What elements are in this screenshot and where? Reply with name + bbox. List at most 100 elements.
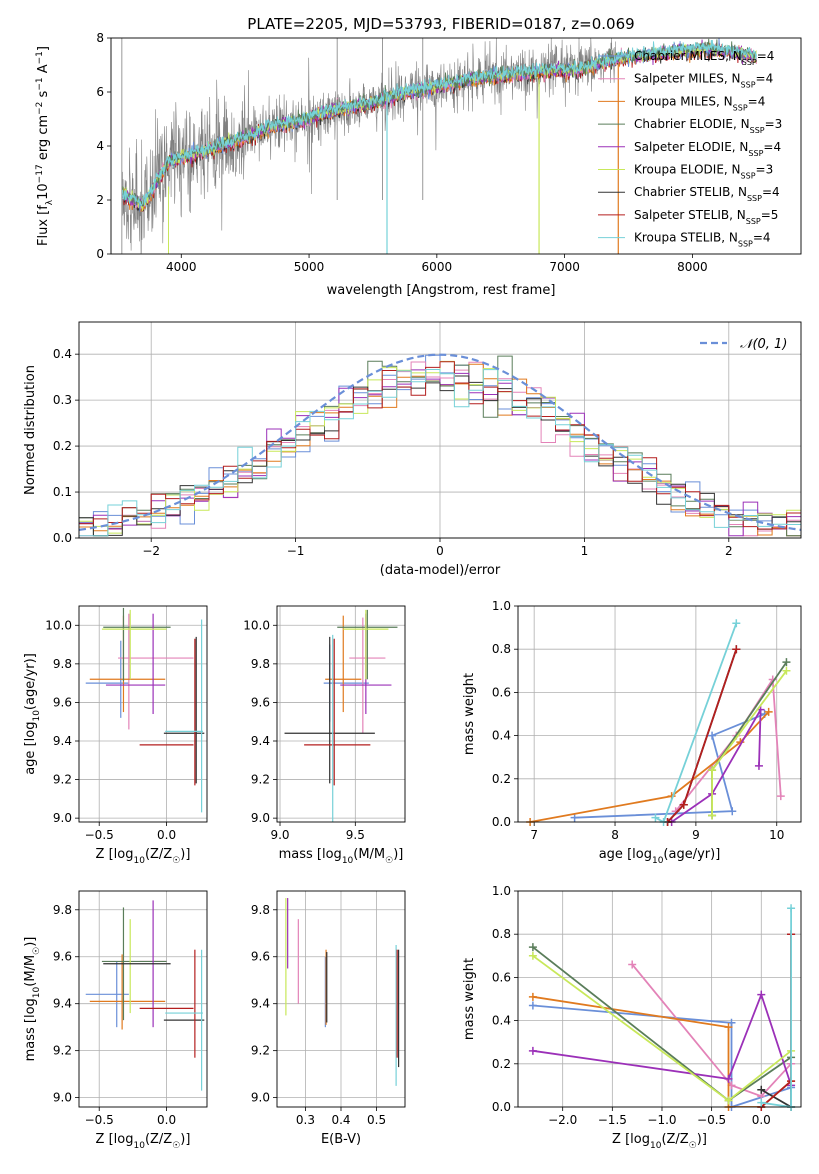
model-line-kroupa_stelib [122,39,757,207]
x-axis-label: E(B-V) [321,1132,361,1147]
x-tick-label: 8 [611,828,619,842]
axes-frame [276,605,406,823]
weight-line-kroupa_stelib [655,622,738,822]
weight-marker [787,904,796,913]
histogram-step-salpeter_miles [79,361,801,537]
y-tick-label: 0.0 [53,531,72,545]
x-tick-label: 0.4 [331,1113,350,1127]
y-tick-label: 4 [96,139,104,153]
legend-entry-label: Kroupa ELODIE, NSSP=3 [634,163,773,181]
y-tick-label: 10.0 [45,618,72,632]
weight-line-salpeter_miles [631,963,792,1098]
weight-marker [757,1098,766,1107]
x-tick-label: −1 [287,544,305,558]
y-tick-label: 9.8 [53,903,72,917]
axes-frame [78,321,802,539]
weight-marker [782,666,791,675]
x-axis-label: age [log10(age/yr)] [599,847,721,866]
weight-marker [708,811,717,820]
y-tick-label: 0.2 [53,439,72,453]
x-tick-label: 7 [530,828,538,842]
weight-marker [724,1096,733,1105]
legend-entry-label: Kroupa MILES, NSSP=4 [634,94,765,112]
y-tick-label: 2 [96,193,104,207]
x-tick-label: 6000 [422,260,453,274]
weight-marker [528,992,537,1001]
y-axis-label: Normed distribution [23,365,38,495]
y-axis-label: mass [log10(M/M☉)] [23,937,42,1062]
y-tick-label: 0.3 [53,393,72,407]
x-tick-label: 5000 [294,260,325,274]
y-tick-label: 9.6 [251,950,270,964]
y-tick-label: 0.2 [492,772,511,786]
weight-marker [757,990,766,999]
x-tick-label: −0.5 [697,1113,726,1127]
y-tick-label: 0.8 [492,642,511,656]
y-tick-label: 9.0 [53,1091,72,1105]
y-tick-label: 0 [96,247,104,261]
y-tick-label: 9.0 [53,811,72,825]
histogram-step-chabrier_stelib [79,375,801,537]
y-tick-label: 6 [96,85,104,99]
axes-mass-weight-vs-age: 7 8 9 10 0.0 0.2 0.4 0.6 0.8 1.0 age [log10(age/yr… [462,599,802,866]
y-tick-label: 9.6 [251,695,270,709]
y-axis-label: mass weight [462,958,477,1040]
x-tick-label: 9.0 [270,828,289,842]
weight-marker [528,1046,537,1055]
weight-line-salpeter_elodie [532,992,792,1086]
axes-mass-weight-vs-Z: −2.0 −1.5 −1.0 −0.5 0.0 0.0 0.2 0.4 0.6 0.8 1.0 Z [… [462,884,802,1151]
spectrum-legend: Chabrier MILES, NSSP=4 Salpeter MILES, NS… [598,49,782,248]
y-tick-label: 8 [96,31,104,45]
legend-entry-label: Salpeter STELIB, NSSP=5 [634,208,778,226]
weight-marker [528,951,537,960]
axes-hist: −2 −1 0 1 2 0.0 0.1 0.2 0.3 0.4 (data-model)/error… [23,321,802,578]
y-axis-label: mass weight [462,673,477,755]
x-axis-label: (data-model)/error [380,563,501,578]
y-tick-label: 0.0 [492,815,511,829]
y-tick-label: 0.0 [492,1100,511,1114]
weight-marker [732,645,741,654]
x-axis-label: Z [log10(Z/Z☉)] [96,847,191,866]
weight-marker [764,707,773,716]
legend-entry-label: Chabrier STELIB, NSSP=4 [634,185,780,203]
normal-curve [78,353,802,531]
x-axis-label: mass [log10(M/M☉)] [279,847,404,866]
weight-marker [651,813,660,822]
weight-marker [754,761,763,770]
x-tick-label: 2 [725,544,733,558]
y-tick-label: 1.0 [492,599,511,613]
y-tick-label: 9.4 [251,997,270,1011]
y-tick-label: 9.8 [251,657,270,671]
y-tick-label: 10.0 [243,618,270,632]
y-tick-label: 9.4 [251,734,270,748]
x-tick-label: −0.5 [85,828,114,842]
y-axis-label: Flux [fλ10−17 erg cm−2 s−1 A−1] [35,46,55,246]
x-tick-label: −0.5 [85,1113,114,1127]
x-tick-label: 0.0 [752,1113,771,1127]
weight-marker [570,813,579,822]
y-tick-label: 0.6 [492,685,511,699]
weight-line-kroupa_stelib [761,908,792,1107]
y-axis-label: age [log10(age/yr)] [23,653,42,775]
axes-age-vs-mass: 9.0 9.5 9.0 9.2 9.4 9.6 9.8 10.0 mass [log10(M/M… [243,605,406,866]
y-tick-label: 9.2 [53,773,72,787]
weight-line-chabrier_miles [574,713,765,819]
x-tick-label: 7000 [549,260,580,274]
y-tick-label: 9.8 [53,657,72,671]
y-tick-label: 9.0 [251,811,270,825]
x-tick-label: 0.5 [367,1113,386,1127]
axes-mass-vs-Z: −0.5 0.0 9.0 9.2 9.4 9.6 9.8 Z [log10(Z/Z☉)] mas… [23,890,208,1151]
weight-marker [724,1074,733,1083]
legend-entry-label: Salpeter ELODIE, NSSP=4 [634,140,781,158]
weight-line-kroupa_miles [529,711,770,822]
axes-frame [276,890,406,1108]
y-tick-label: 0.4 [492,1014,511,1028]
axes-frame [110,37,802,255]
x-tick-label: 10 [769,828,784,842]
axes-frame [517,605,802,823]
weight-line-salpeter_elodie [671,709,762,822]
y-tick-label: 9.2 [251,1044,270,1058]
x-tick-label: 9.5 [346,828,365,842]
weight-marker [708,766,717,775]
